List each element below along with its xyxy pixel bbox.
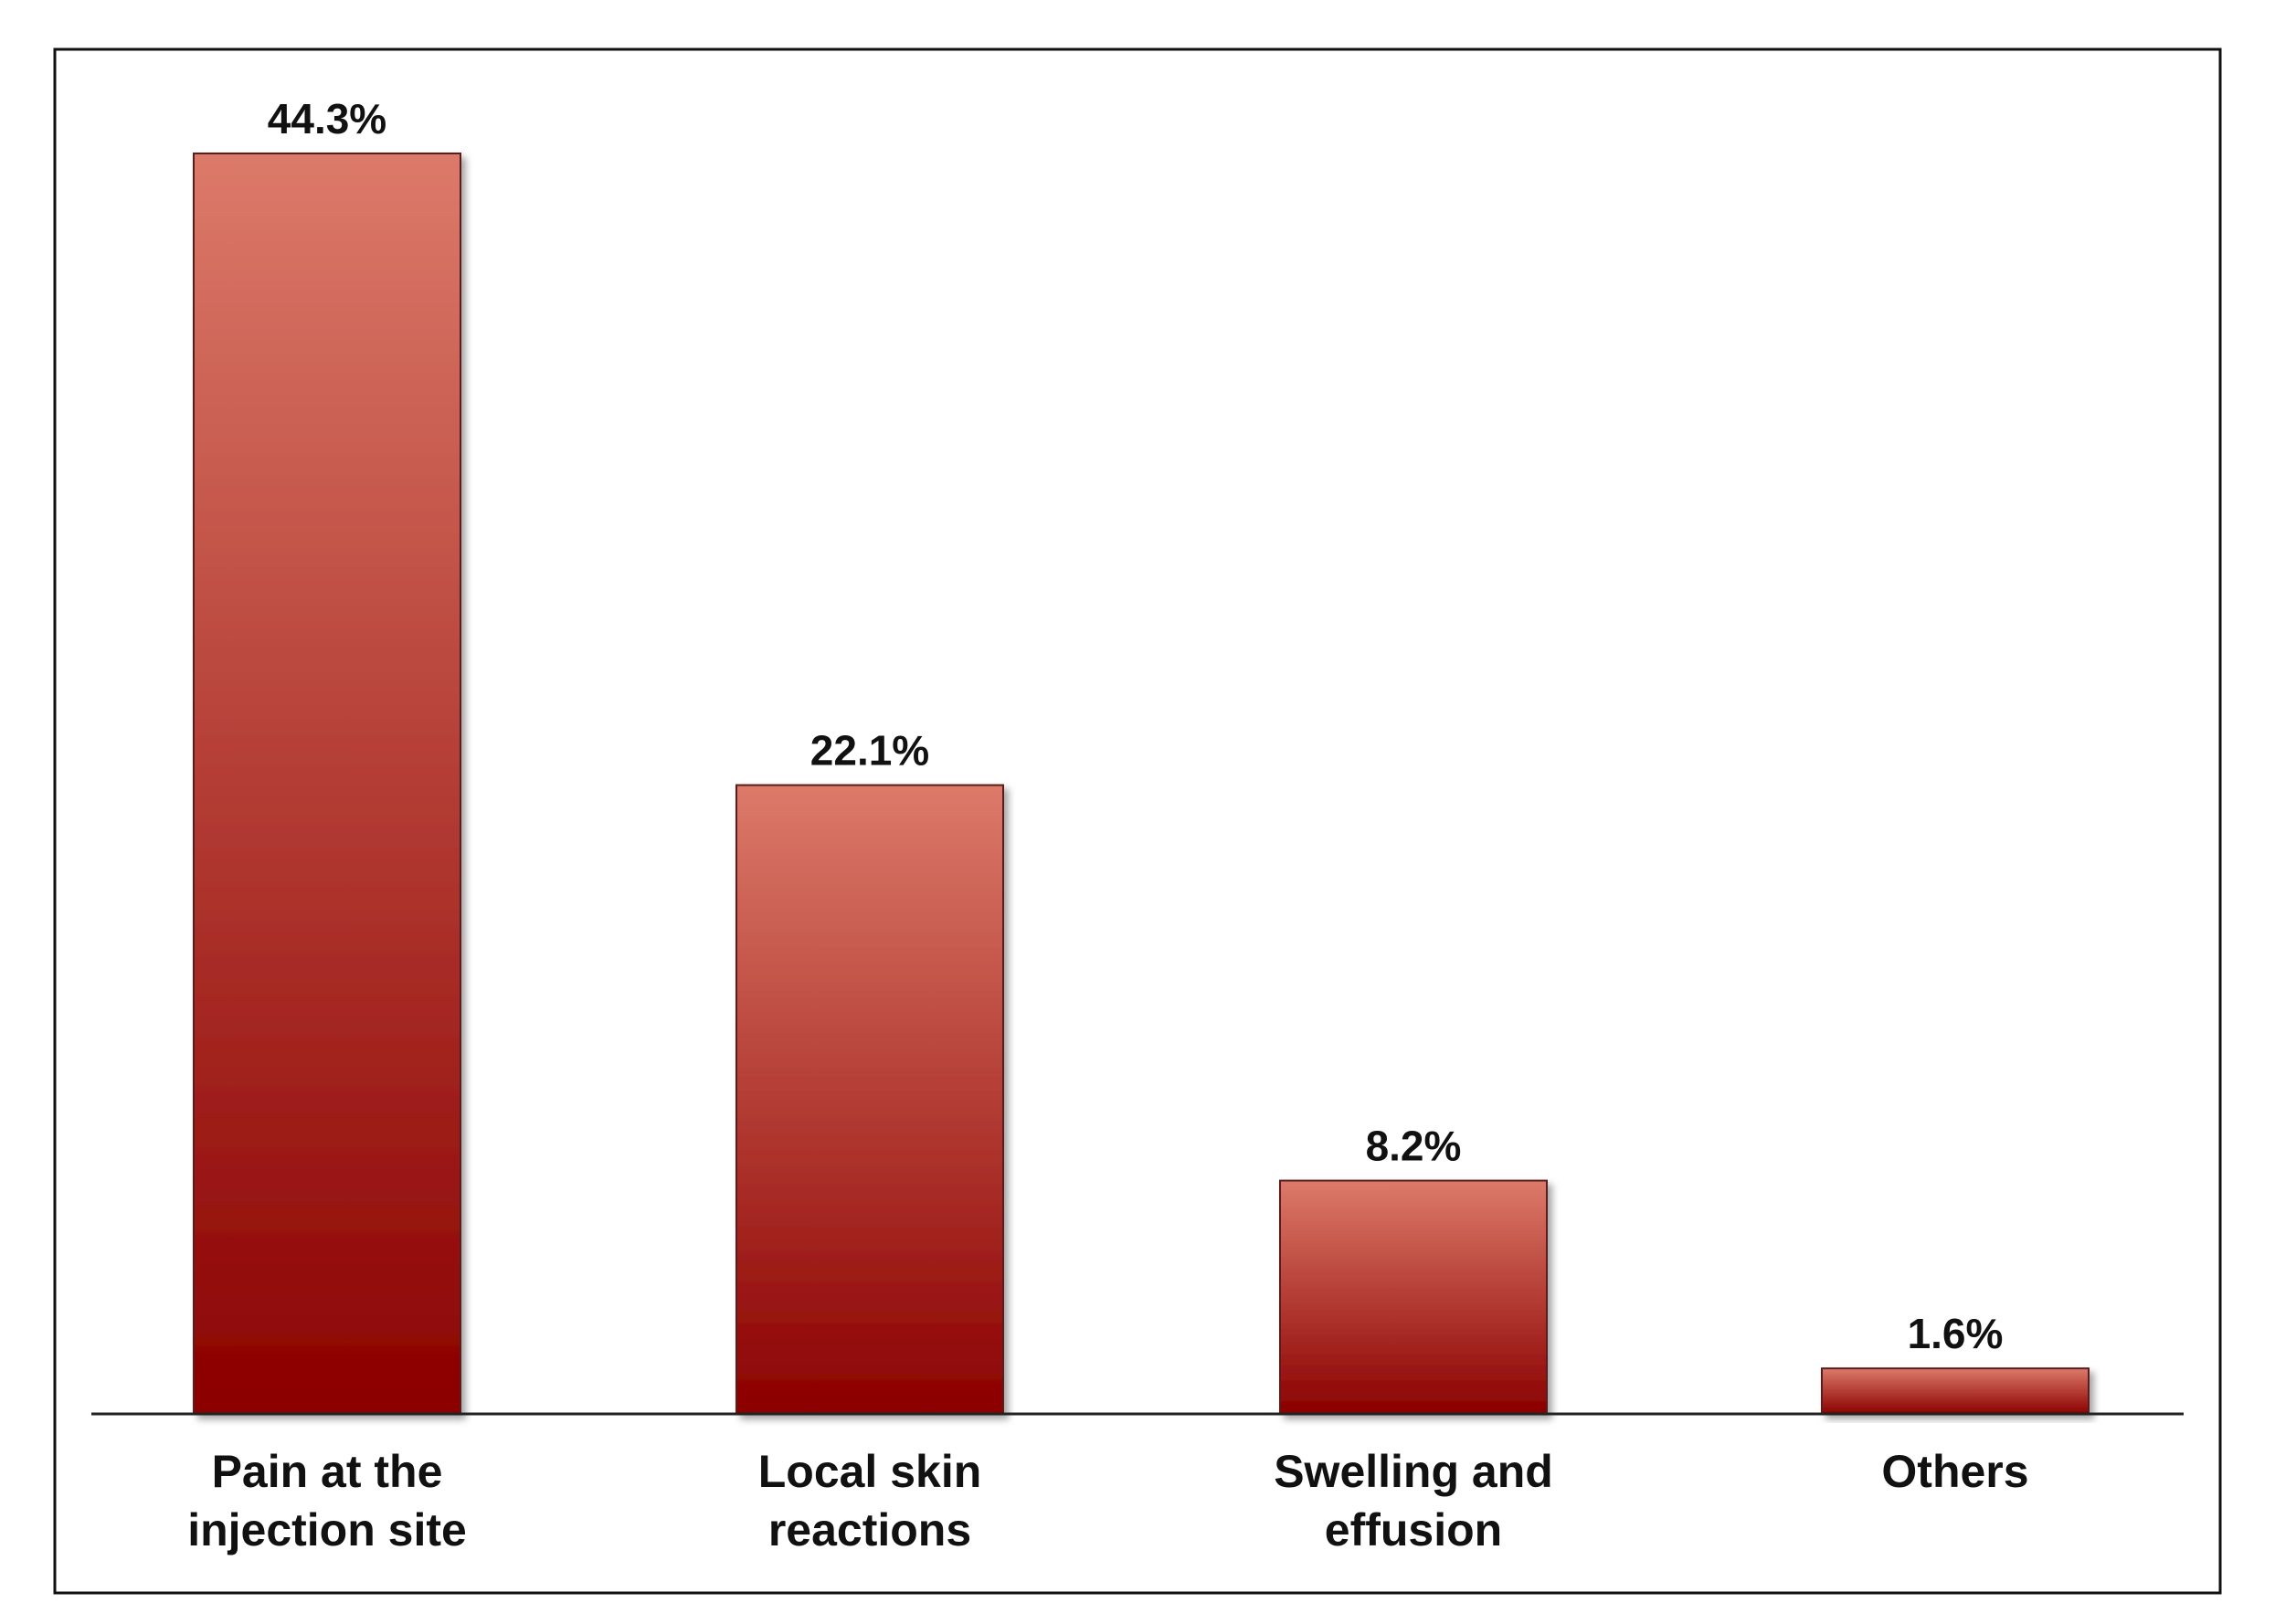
- x-tick-label-1: Local skin reactions: [758, 1446, 982, 1555]
- x-tick-label-3-line-0: Others: [1881, 1446, 2028, 1497]
- x-tick-label-0-line-0: Pain at the: [212, 1446, 443, 1497]
- bar-3: [1821, 1367, 2090, 1415]
- labels-layer: 44.3% 22.1% 8.2% 1.6%: [268, 95, 2004, 1357]
- x-tick-label-1-line-0: Local skin: [758, 1446, 982, 1497]
- data-label-3: 1.6%: [1908, 1310, 2004, 1357]
- chart-frame: [53, 47, 2222, 1595]
- data-label-1: 22.1%: [810, 727, 929, 775]
- x-tick-label-0-line-1: injection site: [187, 1504, 467, 1555]
- bars-layer: [193, 153, 2090, 1415]
- x-tick-label-2: Swelling and effusion: [1274, 1446, 1553, 1555]
- x-tick-label-2-line-0: Swelling and: [1274, 1446, 1553, 1497]
- data-label-2: 8.2%: [1366, 1123, 1462, 1170]
- x-tick-label-0: Pain at the injection site: [187, 1446, 467, 1555]
- x-tick-label-2-line-1: effusion: [1325, 1504, 1502, 1555]
- bar-2: [1279, 1179, 1548, 1415]
- x-tick-label-1-line-1: reactions: [768, 1504, 971, 1555]
- x-tick-labels: Pain at the injection site Local skin react…: [187, 1446, 2028, 1555]
- data-label-0: 44.3%: [268, 95, 386, 142]
- x-tick-label-3: Others: [1881, 1446, 2028, 1497]
- bar-0: [193, 153, 461, 1415]
- bar-1: [735, 784, 1004, 1415]
